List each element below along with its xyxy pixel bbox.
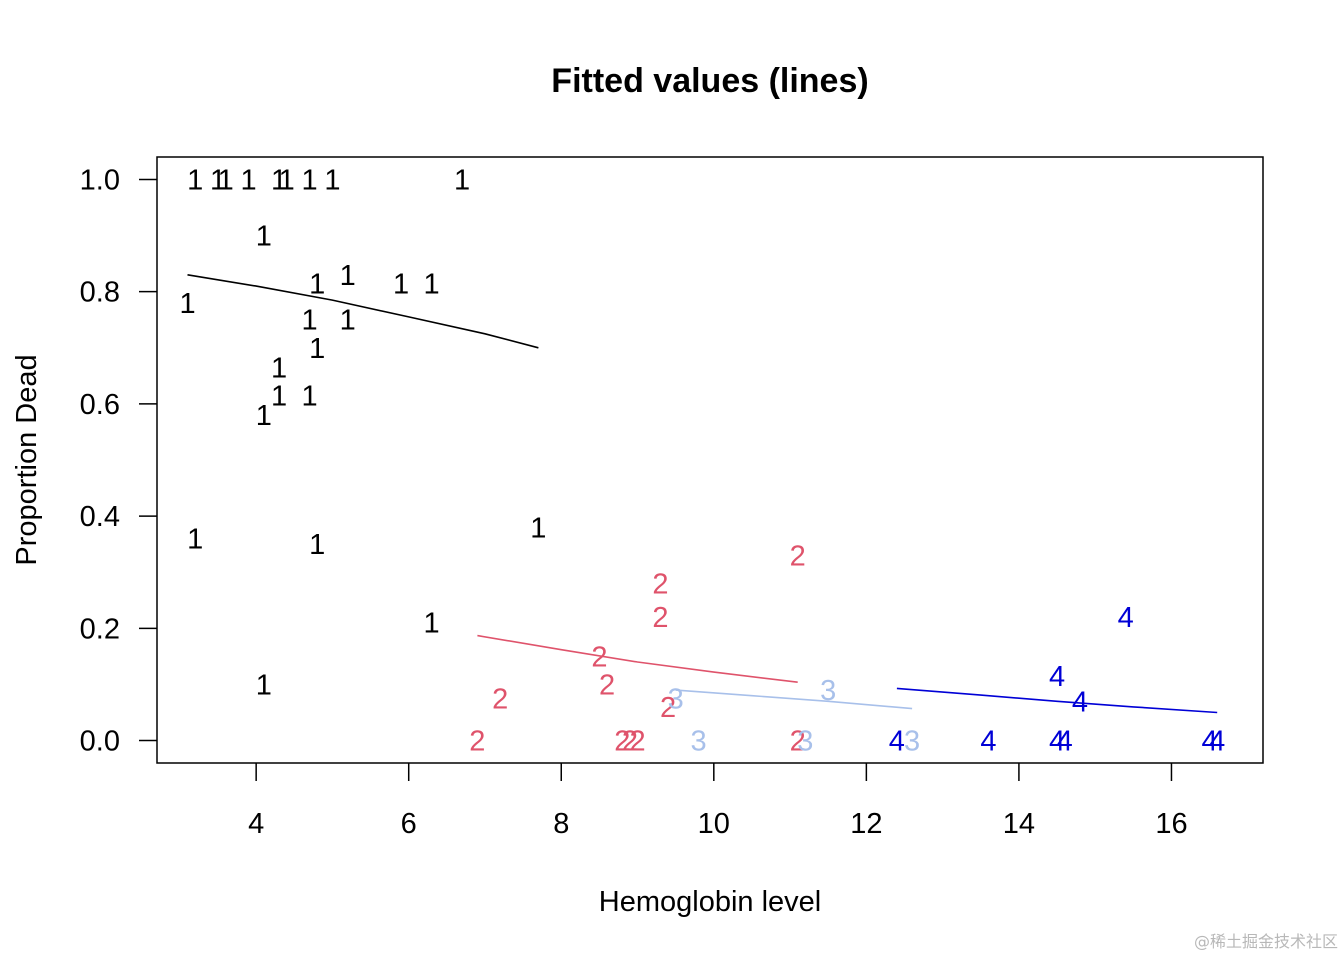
data-point-series-1: 1 <box>301 380 317 412</box>
data-point-series-4: 4 <box>1209 726 1225 758</box>
data-point-series-1: 1 <box>187 524 203 556</box>
data-point-series-1: 1 <box>271 164 287 196</box>
data-point-series-1: 1 <box>424 608 440 640</box>
data-point-series-1: 1 <box>324 164 340 196</box>
data-point-series-3: 3 <box>690 726 706 758</box>
chart-title: Fitted values (lines) <box>551 62 868 100</box>
watermark: @稀土掘金技术社区 <box>1193 932 1338 951</box>
data-point-series-1: 1 <box>218 164 234 196</box>
data-point-series-2: 2 <box>652 602 668 634</box>
data-point-series-1: 1 <box>309 333 325 365</box>
x-tick-label: 16 <box>1155 808 1187 840</box>
x-tick-label: 12 <box>850 808 882 840</box>
y-axis-label: Proportion Dead <box>11 354 43 565</box>
plot-frame <box>156 156 1264 764</box>
data-point-series-3: 3 <box>820 675 836 707</box>
data-point-series-1: 1 <box>301 305 317 337</box>
data-point-series-2: 2 <box>652 568 668 600</box>
data-point-series-1: 1 <box>340 260 356 292</box>
y-axis: 0.0 0.2 0.4 0.6 0.8 1.0 <box>80 164 157 758</box>
y-tick-label: 0.0 <box>80 726 120 758</box>
x-tick-label: 4 <box>248 808 264 840</box>
data-point-series-1: 1 <box>256 221 272 253</box>
y-tick-label: 0.6 <box>80 389 120 421</box>
fitted-line-series-2 <box>477 634 798 683</box>
y-tick-label: 0.8 <box>80 277 120 309</box>
data-point-series-4: 4 <box>1057 726 1073 758</box>
data-point-series-4: 4 <box>889 726 905 758</box>
data-point-series-1: 1 <box>309 268 325 300</box>
data-point-series-4: 4 <box>1049 726 1065 758</box>
data-point-series-3: 3 <box>904 726 920 758</box>
data-point-series-1: 1 <box>210 164 226 196</box>
x-tick-label: 6 <box>401 808 417 840</box>
fitted-line-series-3 <box>675 689 913 710</box>
data-point-series-1: 1 <box>301 164 317 196</box>
data-point-series-2: 2 <box>622 726 638 758</box>
data-point-series-2: 2 <box>790 726 806 758</box>
data-point-series-4: 4 <box>1118 602 1134 634</box>
data-point-series-1: 1 <box>393 268 409 300</box>
data-point-series-1: 1 <box>179 288 195 320</box>
data-point-series-1: 1 <box>309 529 325 561</box>
data-point-series-3: 3 <box>797 726 813 758</box>
data-point-series-1: 1 <box>271 352 287 384</box>
data-point-series-2: 2 <box>790 540 806 572</box>
data-point-series-2: 2 <box>629 726 645 758</box>
data-point-series-1: 1 <box>279 164 295 196</box>
data-point-series-1: 1 <box>187 164 203 196</box>
data-point-series-1: 1 <box>240 164 256 196</box>
fitted-line-series-1 <box>187 274 539 349</box>
data-point-series-2: 2 <box>599 669 615 701</box>
data-point-series-2: 2 <box>614 726 630 758</box>
data-point-series-1: 1 <box>424 268 440 300</box>
data-point-series-3: 3 <box>668 683 684 715</box>
data-point-series-4: 4 <box>1072 686 1088 718</box>
x-tick-label: 14 <box>1003 808 1035 840</box>
data-point-series-4: 4 <box>1049 661 1065 693</box>
data-point-series-2: 2 <box>591 641 607 673</box>
data-point-series-1: 1 <box>454 164 470 196</box>
data-point-series-2: 2 <box>469 726 485 758</box>
y-tick-label: 1.0 <box>80 164 120 196</box>
x-tick-label: 8 <box>553 808 569 840</box>
data-point-series-4: 4 <box>980 726 996 758</box>
fitted-line-series-4 <box>896 687 1218 714</box>
y-tick-label: 0.4 <box>80 501 120 533</box>
data-point-series-1: 1 <box>256 400 272 432</box>
data-point-series-1: 1 <box>256 669 272 701</box>
data-point-series-2: 2 <box>492 683 508 715</box>
data-point-series-1: 1 <box>340 305 356 337</box>
fitted-lines <box>187 274 1218 714</box>
data-point-series-4: 4 <box>1202 726 1218 758</box>
data-point-series-1: 1 <box>530 512 546 544</box>
x-tick-label: 10 <box>698 808 730 840</box>
x-axis: 4 6 8 10 12 14 16 <box>248 763 1188 840</box>
data-point-series-2: 2 <box>660 692 676 724</box>
data-point-series-1: 1 <box>271 380 287 412</box>
x-axis-label: Hemoglobin level <box>599 886 821 918</box>
y-tick-label: 0.2 <box>80 613 120 645</box>
